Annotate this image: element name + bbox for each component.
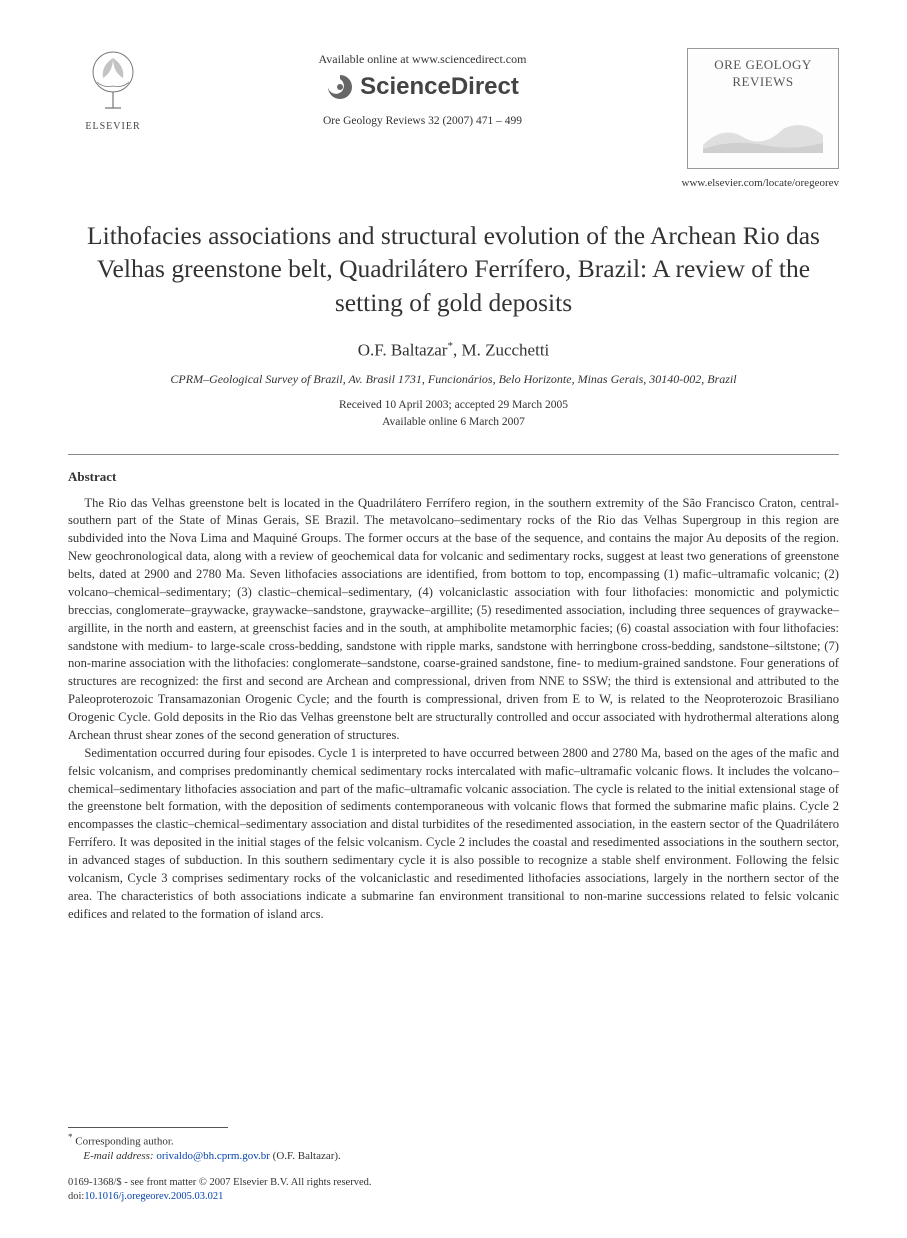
page-header: ELSEVIER Available online at www.science… <box>68 48 839 169</box>
journal-reference: Ore Geology Reviews 32 (2007) 471 – 499 <box>158 115 687 127</box>
affiliation: CPRM–Geological Survey of Brazil, Av. Br… <box>68 372 839 387</box>
article-title: Lithofacies associations and structural … <box>68 219 839 320</box>
journal-cover-title: ORE GEOLOGY REVIEWS <box>694 57 832 91</box>
publisher-label: ELSEVIER <box>68 121 158 132</box>
sciencedirect-swirl-icon <box>326 73 354 101</box>
header-center: Available online at www.sciencedirect.co… <box>158 48 687 127</box>
sciencedirect-logo: ScienceDirect <box>158 73 687 101</box>
email-author-paren: (O.F. Baltazar). <box>273 1150 341 1162</box>
page-footer: * Corresponding author. E-mail address: … <box>68 1127 839 1204</box>
abstract-paragraph-1: The Rio das Velhas greenstone belt is lo… <box>68 495 839 745</box>
available-online-text: Available online at www.sciencedirect.co… <box>158 52 687 67</box>
abstract-body: The Rio das Velhas greenstone belt is lo… <box>68 495 839 924</box>
doi-link[interactable]: 10.1016/j.oregeorev.2005.03.021 <box>84 1191 223 1202</box>
locate-url: www.elsevier.com/locate/oregeorev <box>68 177 839 189</box>
sciencedirect-wordmark: ScienceDirect <box>360 73 519 101</box>
journal-cover-block: ORE GEOLOGY REVIEWS <box>687 48 839 169</box>
authors-line: O.F. Baltazar*, M. Zucchetti <box>68 340 839 361</box>
article-dates: Received 10 April 2003; accepted 29 Marc… <box>68 397 839 429</box>
journal-cover-illustration-icon <box>703 115 823 153</box>
corresponding-label: Corresponding author. <box>75 1136 173 1148</box>
abstract-paragraph-2: Sedimentation occurred during four episo… <box>68 745 839 924</box>
doi-line: doi:10.1016/j.oregeorev.2005.03.021 <box>68 1190 839 1204</box>
publisher-logo-block: ELSEVIER <box>68 48 158 132</box>
author-2: M. Zucchetti <box>461 340 549 359</box>
email-line: E-mail address: orivaldo@bh.cprm.gov.br … <box>68 1150 839 1162</box>
issn-copyright-line: 0169-1368/$ - see front matter © 2007 El… <box>68 1176 839 1190</box>
corresponding-author-line: * Corresponding author. <box>68 1132 839 1148</box>
corresponding-email-link[interactable]: orivaldo@bh.cprm.gov.br <box>156 1150 270 1162</box>
received-accepted-line: Received 10 April 2003; accepted 29 Marc… <box>68 397 839 413</box>
doi-prefix: doi: <box>68 1191 84 1202</box>
journal-cover-box: ORE GEOLOGY REVIEWS <box>687 48 839 169</box>
section-rule <box>68 454 839 455</box>
author-1: O.F. Baltazar <box>358 340 448 359</box>
email-label: E-mail address: <box>83 1150 153 1162</box>
front-matter: 0169-1368/$ - see front matter © 2007 El… <box>68 1176 839 1204</box>
footnote-rule <box>68 1127 228 1128</box>
elsevier-tree-icon <box>83 48 143 114</box>
corresponding-mark-foot: * <box>68 1132 73 1142</box>
abstract-heading: Abstract <box>68 469 839 485</box>
available-online-date: Available online 6 March 2007 <box>68 414 839 430</box>
